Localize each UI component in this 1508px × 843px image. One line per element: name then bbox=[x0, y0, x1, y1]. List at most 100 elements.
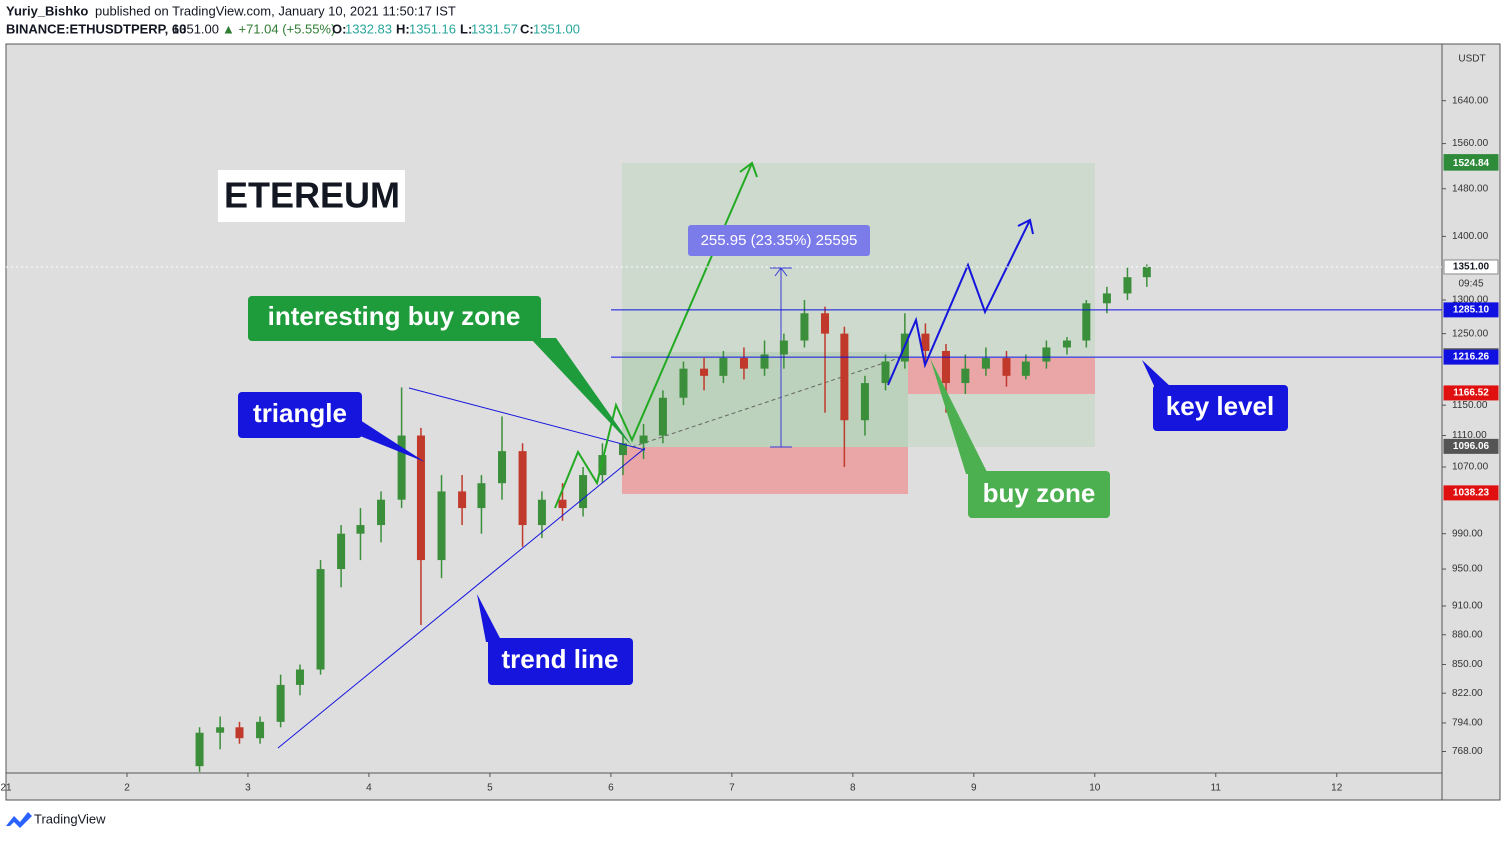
h: 1351.16 bbox=[409, 21, 456, 36]
author: Yuriy_Bishko bbox=[6, 3, 88, 18]
blue-arrow bbox=[1017, 218, 1034, 235]
c-label: C: bbox=[520, 21, 534, 36]
candle-body bbox=[1142, 266, 1151, 278]
stop-zone bbox=[622, 447, 908, 494]
candle-body bbox=[800, 313, 809, 341]
candle-body bbox=[658, 397, 667, 436]
y-tick-label: 1480.00 bbox=[1452, 183, 1489, 194]
candle-body bbox=[700, 368, 709, 376]
x-tick-label: 12 bbox=[1331, 783, 1343, 794]
logo-icon bbox=[6, 812, 32, 828]
callout bbox=[1153, 385, 1288, 431]
candle-body bbox=[719, 357, 728, 376]
candle-body bbox=[760, 354, 769, 369]
candle-body bbox=[941, 350, 950, 384]
price-label: 1524.84 bbox=[1453, 158, 1490, 169]
candle-body bbox=[235, 727, 244, 739]
plot bbox=[195, 264, 1151, 772]
y-tick-label: 1300.00 bbox=[1452, 295, 1489, 306]
callout bbox=[238, 392, 362, 438]
zones bbox=[622, 163, 1095, 494]
h-label: H: bbox=[396, 21, 410, 36]
y-tick-label: 1400.00 bbox=[1452, 231, 1489, 242]
candle-body bbox=[840, 333, 849, 421]
price-label: 1351.00 bbox=[1453, 262, 1490, 273]
candle-body bbox=[216, 727, 225, 733]
l: 1331.57 bbox=[471, 21, 518, 36]
candle-body bbox=[295, 669, 304, 685]
price-label-box bbox=[1443, 438, 1499, 454]
l-label: L: bbox=[460, 21, 472, 36]
candle-body bbox=[397, 435, 406, 500]
measure-text: 255.95 (23.35%) 25595 bbox=[701, 232, 858, 249]
x-tick-label: 3 bbox=[245, 783, 251, 794]
x-tick-label: 6 bbox=[608, 783, 614, 794]
price-label: 1285.10 bbox=[1453, 305, 1490, 316]
candle-body bbox=[921, 333, 930, 351]
y-tick-label: 950.00 bbox=[1452, 564, 1483, 575]
candle-body bbox=[377, 499, 386, 526]
y-tick-label: 1110.00 bbox=[1452, 430, 1487, 441]
candle-body bbox=[437, 491, 446, 561]
title-box bbox=[218, 170, 405, 222]
currency: USDT bbox=[1458, 54, 1485, 65]
candle-body bbox=[416, 435, 425, 561]
title: ETEREUM bbox=[224, 175, 400, 216]
callout-pointer bbox=[477, 594, 502, 642]
brand-logo: TradingView bbox=[6, 811, 106, 828]
candle-body bbox=[1062, 340, 1071, 348]
candle-body bbox=[518, 451, 527, 526]
y-tick-label: 990.00 bbox=[1452, 528, 1483, 539]
price-label: 1166.52 bbox=[1453, 388, 1489, 399]
candle-body bbox=[598, 455, 607, 476]
callout-text: interesting buy zone bbox=[268, 301, 521, 331]
x-tick-label: 2 bbox=[124, 783, 130, 794]
callout-text: triangle bbox=[253, 398, 347, 428]
candle-body bbox=[458, 491, 467, 509]
triangle-line bbox=[408, 387, 646, 451]
callout bbox=[488, 638, 633, 685]
callout-pointer bbox=[345, 420, 425, 462]
candle-body bbox=[639, 435, 648, 444]
price-label-box bbox=[1443, 155, 1499, 171]
green-path bbox=[554, 162, 753, 509]
o: 1332.83 bbox=[345, 21, 392, 36]
callout-pointer bbox=[530, 338, 632, 446]
trend-line bbox=[277, 447, 646, 749]
price-label-box bbox=[1443, 385, 1499, 401]
candle-body bbox=[1082, 303, 1091, 341]
x-tick-label: 5 bbox=[487, 783, 493, 794]
candle-body bbox=[356, 525, 365, 534]
callout-text: key level bbox=[1166, 391, 1274, 421]
candle-body bbox=[821, 313, 830, 334]
y-tick-label: 1070.00 bbox=[1452, 462, 1489, 473]
y-tick-label: 850.00 bbox=[1452, 659, 1483, 670]
candle-body bbox=[860, 383, 869, 421]
c: 1351.00 bbox=[533, 21, 580, 36]
measure-arrow bbox=[774, 267, 788, 277]
candle-body bbox=[498, 451, 507, 484]
callout-pointer bbox=[930, 358, 988, 474]
y-tick-label: 768.00 bbox=[1452, 746, 1483, 757]
x-tick-label: 9 bbox=[971, 783, 977, 794]
y-tick-label: 794.00 bbox=[1452, 718, 1483, 729]
o-label: O: bbox=[332, 21, 346, 36]
candle-body bbox=[739, 357, 748, 369]
price-label: 1216.26 bbox=[1453, 352, 1490, 363]
brand: TradingView bbox=[34, 811, 106, 826]
y-tick-label: 1250.00 bbox=[1452, 328, 1489, 339]
y-tick-label: 1640.00 bbox=[1452, 95, 1489, 106]
candle-body bbox=[779, 340, 788, 355]
candle-body bbox=[1002, 357, 1011, 376]
callout bbox=[968, 471, 1110, 518]
callout-text: trend line bbox=[501, 644, 618, 674]
y-tick-label: 822.00 bbox=[1452, 688, 1483, 699]
candle-body bbox=[558, 499, 567, 509]
x-tick-label: 21 bbox=[0, 783, 12, 794]
measure-box bbox=[688, 225, 870, 256]
candle-body bbox=[881, 361, 890, 384]
callout-pointer bbox=[1142, 360, 1172, 390]
callout bbox=[248, 296, 541, 341]
price-label-box bbox=[1443, 302, 1499, 318]
